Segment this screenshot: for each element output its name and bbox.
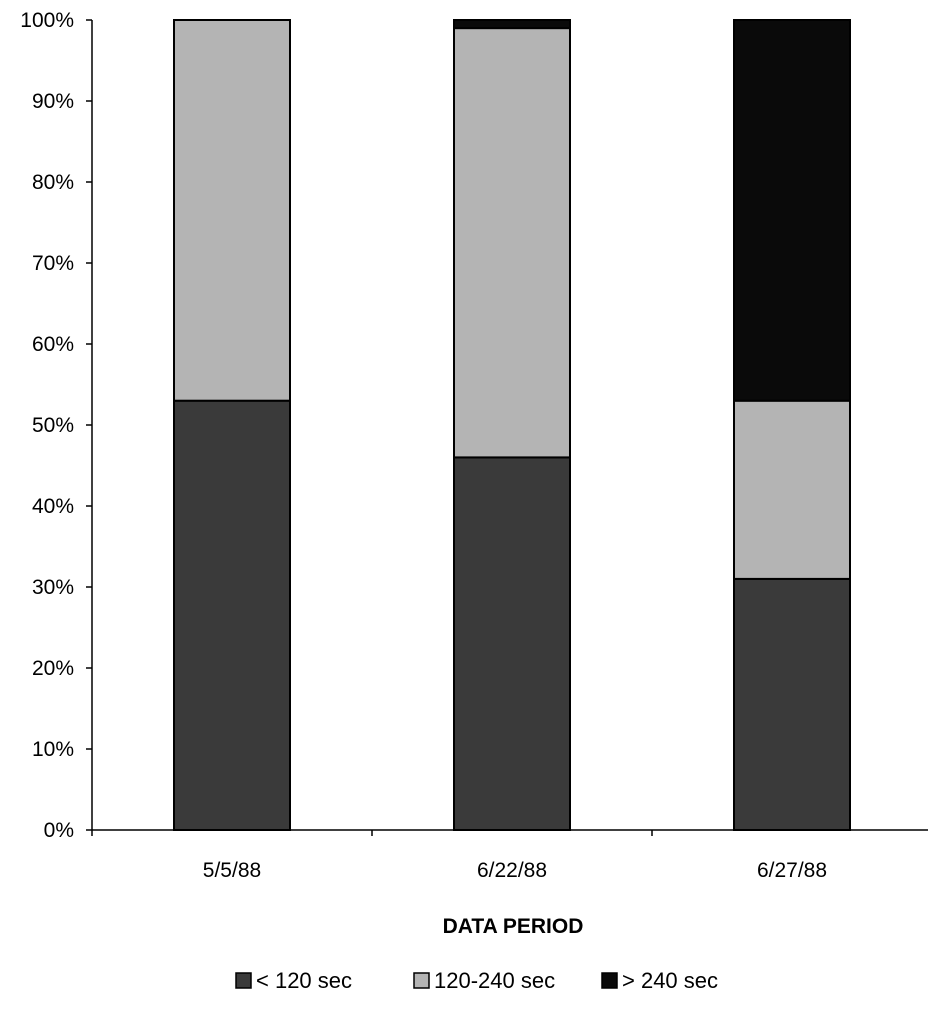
bar-segment: [733, 19, 851, 402]
bar-segment: [173, 19, 291, 402]
legend: < 120 sec 120-240 sec > 240 sec: [235, 968, 718, 993]
legend-swatch: [601, 972, 618, 989]
bar-segment: [453, 27, 571, 459]
legend-label: 120-240 sec: [434, 968, 555, 993]
y-tick-label: 80%: [32, 171, 74, 194]
x-axis-title: DATA PERIOD: [443, 915, 584, 938]
y-tick-label: 50%: [32, 414, 74, 437]
x-tick-label: 5/5/88: [203, 859, 261, 882]
bars: [173, 19, 851, 832]
bar-segment: [173, 399, 291, 831]
y-tick-label: 10%: [32, 738, 74, 761]
legend-label: > 240 sec: [622, 968, 718, 993]
bar-segment: [733, 577, 851, 832]
legend-swatch: [235, 972, 252, 989]
y-tick-label: 40%: [32, 495, 74, 518]
bar-segment: [453, 19, 571, 30]
bar-segment: [733, 399, 851, 580]
y-tick-label: 0%: [44, 819, 74, 842]
x-tick-label: 6/22/88: [477, 859, 547, 882]
y-tick-label: 90%: [32, 90, 74, 113]
y-tick-label: 60%: [32, 333, 74, 356]
y-axis: 0% 10% 20% 30% 40% 50% 60% 70% 80% 90% 100%: [20, 9, 93, 842]
y-tick-label: 30%: [32, 576, 74, 599]
legend-swatch: [413, 972, 430, 989]
x-axis: 5/5/88 6/22/88 6/27/88: [91, 829, 928, 882]
y-tick-label: 70%: [32, 252, 74, 275]
x-tick-label: 6/27/88: [757, 859, 827, 882]
bar-segment: [453, 456, 571, 831]
legend-label: < 120 sec: [256, 968, 352, 993]
y-tick-label: 100%: [20, 9, 74, 32]
y-tick-label: 20%: [32, 657, 74, 680]
